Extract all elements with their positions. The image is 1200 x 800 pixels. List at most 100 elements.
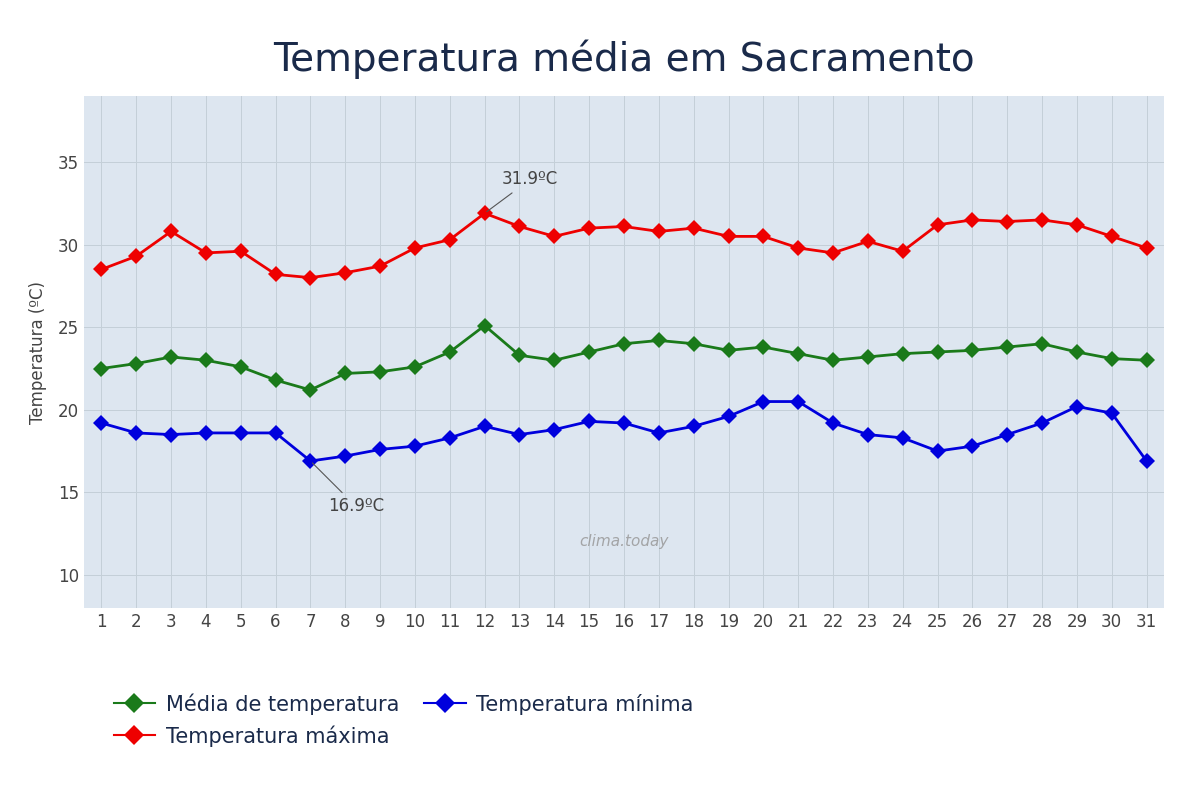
Temperatura mínima — [686, 422, 701, 431]
Temperatura máxima — [1000, 217, 1014, 226]
Temperatura mínima — [164, 430, 179, 439]
Temperatura máxima — [582, 223, 596, 233]
Temperatura mínima — [408, 442, 422, 451]
Média de temperatura — [791, 349, 805, 358]
Temperatura máxima — [652, 226, 666, 236]
Temperatura máxima — [860, 237, 875, 246]
Média de temperatura — [199, 355, 214, 365]
Média de temperatura — [338, 369, 353, 378]
Temperatura máxima — [826, 248, 840, 258]
Temperatura mínima — [895, 433, 910, 442]
Temperatura máxima — [895, 246, 910, 256]
Temperatura mínima — [652, 428, 666, 438]
Temperatura máxima — [965, 215, 979, 225]
Média de temperatura — [95, 364, 109, 374]
Temperatura mínima — [930, 446, 944, 456]
Temperatura mínima — [1000, 430, 1014, 439]
Temperatura mínima — [199, 428, 214, 438]
Temperatura máxima — [686, 223, 701, 233]
Temperatura mínima — [1139, 456, 1153, 466]
Temperatura máxima — [408, 243, 422, 253]
Média de temperatura — [721, 346, 736, 355]
Line: Temperatura máxima: Temperatura máxima — [96, 208, 1152, 283]
Média de temperatura — [547, 355, 562, 365]
Temperatura mínima — [304, 456, 318, 466]
Title: Temperatura média em Sacramento: Temperatura média em Sacramento — [274, 39, 974, 79]
Temperatura mínima — [860, 430, 875, 439]
Média de temperatura — [443, 347, 457, 357]
Temperatura mínima — [443, 433, 457, 442]
Média de temperatura — [895, 349, 910, 358]
Temperatura mínima — [1034, 418, 1049, 428]
Média de temperatura — [652, 336, 666, 346]
Média de temperatura — [1000, 342, 1014, 352]
Temperatura mínima — [617, 418, 631, 428]
Média de temperatura — [617, 339, 631, 349]
Média de temperatura — [1139, 355, 1153, 365]
Média de temperatura — [686, 339, 701, 349]
Temperatura mínima — [1069, 402, 1084, 411]
Média de temperatura — [930, 347, 944, 357]
Média de temperatura — [1034, 339, 1049, 349]
Temperatura máxima — [130, 251, 144, 261]
Line: Temperatura mínima: Temperatura mínima — [96, 396, 1152, 466]
Legend: Média de temperatura, Temperatura máxima, Temperatura mínima: Média de temperatura, Temperatura máxima… — [106, 685, 702, 755]
Text: 16.9ºC: 16.9ºC — [312, 463, 384, 515]
Temperatura mínima — [721, 412, 736, 422]
Temperatura máxima — [791, 243, 805, 253]
Média de temperatura — [304, 385, 318, 394]
Média de temperatura — [965, 346, 979, 355]
Temperatura mínima — [338, 451, 353, 461]
Média de temperatura — [408, 362, 422, 372]
Temperatura mínima — [130, 428, 144, 438]
Temperatura máxima — [164, 226, 179, 236]
Média de temperatura — [164, 352, 179, 362]
Média de temperatura — [512, 350, 527, 360]
Temperatura máxima — [617, 222, 631, 231]
Temperatura mínima — [512, 430, 527, 439]
Temperatura mínima — [478, 422, 492, 431]
Temperatura mínima — [373, 445, 388, 454]
Temperatura máxima — [199, 248, 214, 258]
Média de temperatura — [269, 375, 283, 385]
Temperatura máxima — [234, 246, 248, 256]
Temperatura mínima — [547, 425, 562, 434]
Temperatura mínima — [756, 397, 770, 406]
Temperatura mínima — [582, 417, 596, 426]
Média de temperatura — [478, 321, 492, 330]
Temperatura máxima — [512, 222, 527, 231]
Média de temperatura — [1104, 354, 1118, 363]
Média de temperatura — [373, 367, 388, 377]
Temperatura máxima — [95, 265, 109, 274]
Temperatura máxima — [1069, 220, 1084, 230]
Temperatura mínima — [269, 428, 283, 438]
Média de temperatura — [234, 362, 248, 372]
Temperatura máxima — [930, 220, 944, 230]
Temperatura mínima — [965, 442, 979, 451]
Temperatura máxima — [547, 231, 562, 241]
Temperatura mínima — [95, 418, 109, 428]
Temperatura mínima — [826, 418, 840, 428]
Temperatura máxima — [304, 273, 318, 282]
Média de temperatura — [130, 358, 144, 368]
Temperatura mínima — [791, 397, 805, 406]
Temperatura máxima — [1139, 243, 1153, 253]
Temperatura máxima — [1034, 215, 1049, 225]
Temperatura máxima — [443, 235, 457, 245]
Média de temperatura — [756, 342, 770, 352]
Temperatura máxima — [478, 209, 492, 218]
Y-axis label: Temperatura (ºC): Temperatura (ºC) — [29, 281, 47, 423]
Line: Média de temperatura: Média de temperatura — [96, 320, 1152, 395]
Text: 31.9ºC: 31.9ºC — [487, 170, 558, 212]
Média de temperatura — [860, 352, 875, 362]
Temperatura máxima — [721, 231, 736, 241]
Temperatura máxima — [373, 262, 388, 271]
Média de temperatura — [582, 347, 596, 357]
Média de temperatura — [1069, 347, 1084, 357]
Temperatura máxima — [269, 270, 283, 279]
Temperatura máxima — [338, 268, 353, 278]
Text: clima.today: clima.today — [580, 534, 668, 549]
Temperatura máxima — [1104, 231, 1118, 241]
Temperatura mínima — [1104, 408, 1118, 418]
Temperatura mínima — [234, 428, 248, 438]
